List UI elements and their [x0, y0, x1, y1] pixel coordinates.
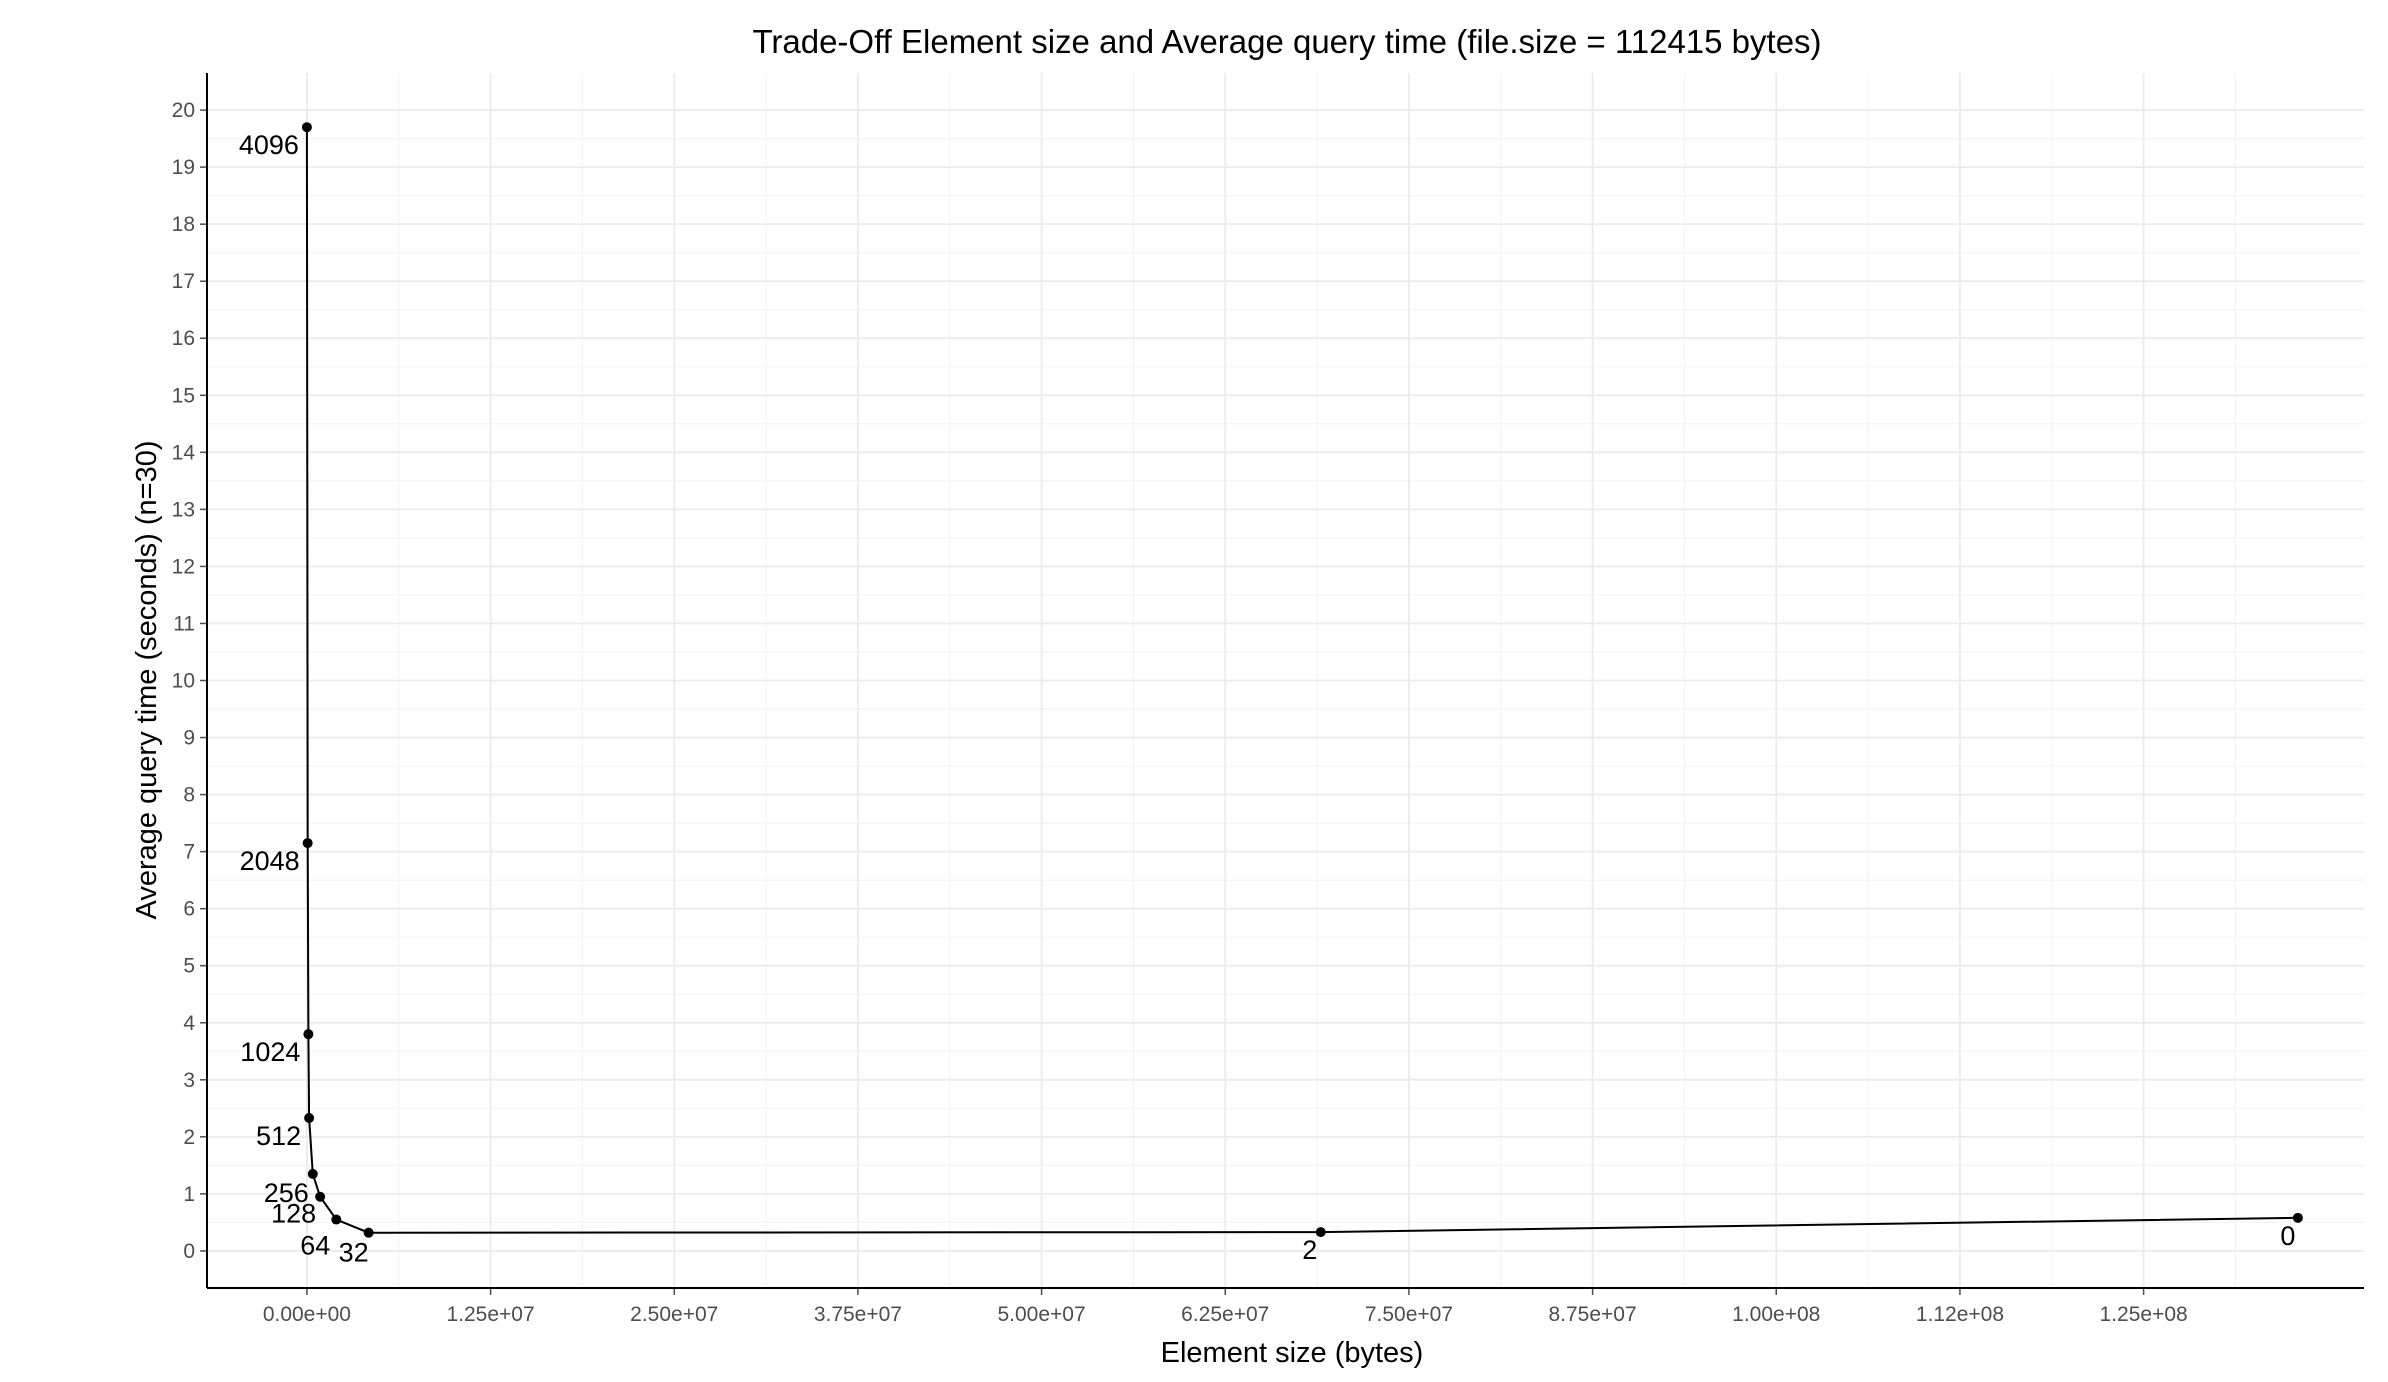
data-point	[302, 838, 313, 849]
y-tick-label: 12	[172, 555, 195, 578]
y-tick-label: 10	[172, 670, 195, 693]
y-tick-label: 9	[183, 727, 195, 750]
x-tick-label: 6.25e+07	[1181, 1303, 1269, 1326]
x-tick-label: 0.00e+00	[263, 1303, 351, 1326]
grid-lines	[207, 73, 2364, 1288]
x-tick-label: 8.75e+07	[1548, 1303, 1636, 1326]
chart-title: Trade-Off Element size and Average query…	[752, 23, 1821, 60]
y-tick-label: 13	[172, 498, 195, 521]
data-point	[315, 1191, 326, 1202]
y-tick-label: 1	[183, 1183, 195, 1206]
y-tick-label: 8	[183, 784, 195, 807]
data-point	[303, 1029, 314, 1040]
data-point	[304, 1113, 315, 1124]
point-label: 32	[339, 1238, 369, 1268]
y-tick-label: 14	[172, 441, 196, 464]
y-tick-label: 20	[172, 99, 195, 122]
y-tick-label: 3	[183, 1069, 195, 1092]
y-tick-label: 5	[183, 955, 195, 978]
y-tick-label: 7	[183, 841, 195, 864]
y-tick-label: 2	[183, 1126, 195, 1149]
x-tick-label: 2.50e+07	[630, 1303, 718, 1326]
point-label: 64	[300, 1231, 330, 1261]
data-point	[331, 1214, 342, 1225]
point-label: 1024	[240, 1037, 300, 1067]
y-tick-label: 16	[172, 327, 195, 350]
data-points	[301, 122, 2303, 1238]
tick-labels: 0.00e+00 1.25e+07 2.50e+07 3.75e+07 5.00e+07…	[172, 99, 2188, 1326]
point-label: 128	[271, 1199, 316, 1229]
x-axis-label: Element size (bytes)	[1161, 1337, 1424, 1369]
y-tick-label: 0	[183, 1240, 195, 1263]
axes	[200, 73, 2364, 1295]
series-line-path	[305, 127, 2298, 1234]
x-tick-label: 1.12e+08	[1916, 1303, 2004, 1326]
data-point	[363, 1227, 374, 1238]
y-tick-label: 6	[183, 898, 195, 921]
x-tick-label: 7.50e+07	[1365, 1303, 1453, 1326]
x-tick-label: 5.00e+07	[997, 1303, 1085, 1326]
point-label: 256	[264, 1178, 309, 1208]
data-point	[1315, 1227, 1326, 1238]
y-tick-label: 17	[172, 270, 195, 293]
point-label: 2	[1302, 1235, 1317, 1265]
data-point	[307, 1168, 318, 1179]
x-tick-label: 1.00e+08	[1732, 1303, 1820, 1326]
y-tick-label: 19	[172, 156, 195, 179]
series-line	[305, 127, 2298, 1234]
data-point	[301, 122, 312, 133]
x-tick-label: 1.25e+07	[446, 1303, 534, 1326]
point-label: 0	[2280, 1221, 2295, 1251]
y-axis-label: Average query time (seconds) (n=30)	[131, 440, 163, 919]
x-tick-label: 1.25e+08	[2100, 1303, 2188, 1326]
point-label: 512	[256, 1121, 301, 1151]
y-tick-label: 18	[172, 213, 195, 236]
x-tick-label: 3.75e+07	[814, 1303, 902, 1326]
point-label: 4096	[239, 130, 299, 160]
y-tick-label: 4	[183, 1012, 195, 1035]
point-label: 2048	[240, 846, 300, 876]
data-point	[2292, 1212, 2303, 1223]
y-tick-label: 11	[173, 612, 195, 635]
y-tick-label: 15	[172, 384, 195, 407]
